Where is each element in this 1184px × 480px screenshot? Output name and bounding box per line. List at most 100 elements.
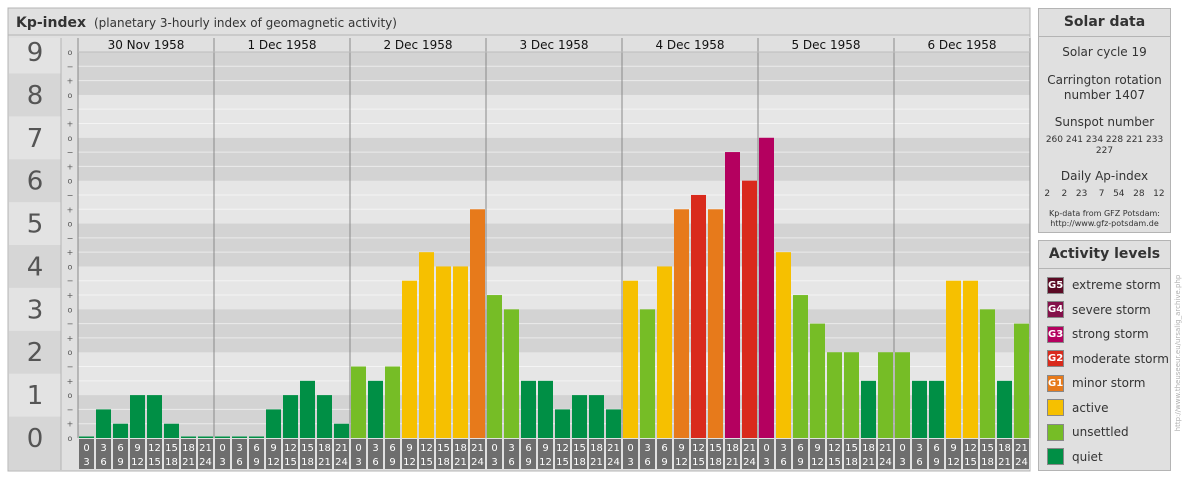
carrington-line-1: Carrington rotation [1047, 73, 1162, 87]
kp-bar [385, 366, 400, 438]
interval-cell [384, 438, 401, 470]
interval-cell [809, 438, 826, 470]
interval-end-label: 15 [964, 457, 977, 468]
interval-start-label: 3 [508, 443, 514, 454]
legend-swatch: G2 [1047, 350, 1064, 368]
day-separators [77, 38, 1031, 438]
interval-start-label: 9 [678, 443, 684, 454]
interval-cell [622, 438, 639, 470]
interval-cell [588, 438, 605, 470]
interval-start-label: 18 [590, 443, 603, 454]
interval-end-label: 12 [675, 457, 688, 468]
interval-start-label: 9 [406, 443, 412, 454]
legend-swatch [1047, 423, 1064, 441]
interval-start-label: 15 [301, 443, 314, 454]
interval-cell [333, 438, 350, 470]
interval-cell [758, 438, 775, 470]
kp-bar [691, 194, 706, 438]
interval-cell [724, 438, 741, 470]
kp-bar [130, 395, 145, 438]
minor-tick-label: − [67, 62, 74, 71]
interval-end-label: 21 [590, 457, 603, 468]
interval-end-label: 9 [933, 457, 939, 468]
interval-start-label: 15 [165, 443, 178, 454]
interval-start-label: 18 [862, 443, 875, 454]
interval-start-label: 3 [100, 443, 106, 454]
kp-bar [402, 280, 417, 438]
kp-bar [470, 209, 485, 438]
kp-bar [997, 380, 1012, 438]
interval-cell [826, 438, 843, 470]
y-band-9 [9, 38, 61, 74]
interval-end-label: 9 [253, 457, 259, 468]
minor-tick-label: − [67, 191, 74, 200]
chart-subtitle: (planetary 3-hourly index of geomagnetic… [94, 16, 397, 30]
interval-start-label: 9 [542, 443, 548, 454]
kp-bar [232, 436, 247, 438]
legend-label: moderate storm [1072, 351, 1169, 366]
kp-bar [1014, 323, 1029, 438]
interval-end-label: 21 [862, 457, 875, 468]
interval-start-label: 21 [335, 443, 348, 454]
interval-cell [673, 438, 690, 470]
minor-tick-label: + [67, 248, 74, 257]
y-band-3 [9, 287, 61, 331]
interval-start-label: 12 [420, 443, 433, 454]
y-band-5 [9, 202, 61, 245]
interval-end-label: 21 [726, 457, 739, 468]
legend-item: unsettled [1039, 420, 1170, 445]
legend-item: quiet [1039, 445, 1170, 470]
interval-start-label: 0 [491, 443, 497, 454]
y-tick-label-4: 4 [27, 252, 44, 282]
interval-end-label: 18 [437, 457, 450, 468]
day-label: 4 Dec 1958 [655, 38, 724, 52]
kp-bar [572, 395, 587, 438]
minor-tick-label: o [68, 177, 73, 186]
activity-levels-panel: Activity levels G5 extreme storm G4 severe … [1038, 240, 1171, 471]
minor-tick-label: − [67, 405, 74, 414]
y-tick-label-8: 8 [27, 81, 44, 111]
solar-cycle: Solar cycle 19 [1062, 45, 1147, 59]
interval-cell [95, 438, 112, 470]
interval-cell [639, 438, 656, 470]
interval-end-label: 9 [525, 457, 531, 468]
y-band-7 [9, 116, 61, 160]
interval-cell [503, 438, 520, 470]
ap-label: Daily Ap-index [1060, 169, 1149, 183]
minor-tick-label: + [67, 119, 74, 128]
minor-tick-label: + [67, 77, 74, 86]
legend-item: G1 minor storm [1039, 371, 1170, 396]
kp-bar [606, 409, 621, 438]
interval-cell [486, 438, 503, 470]
interval-cell [1013, 438, 1030, 470]
day-label: 5 Dec 1958 [791, 38, 860, 52]
interval-start-label: 15 [845, 443, 858, 454]
interval-end-label: 18 [573, 457, 586, 468]
minor-tick-label: o [68, 220, 73, 229]
interval-cell [877, 438, 894, 470]
interval-end-label: 21 [182, 457, 195, 468]
legend-item: G2 moderate storm [1039, 347, 1170, 372]
kp-bar [436, 266, 451, 438]
interval-end-label: 3 [491, 457, 497, 468]
interval-cell [180, 438, 197, 470]
x-axis-intervals: 0336699121215151818212124033669912121515… [78, 438, 1030, 470]
interval-cell [214, 438, 231, 470]
interval-cell [146, 438, 163, 470]
interval-cell [741, 438, 758, 470]
day-label: 6 Dec 1958 [927, 38, 996, 52]
interval-end-label: 15 [828, 457, 841, 468]
minor-tick-label: + [67, 291, 74, 300]
y-band-0 [9, 416, 61, 470]
kp-bar [793, 295, 808, 438]
legend-item: G3 strong storm [1039, 322, 1170, 347]
interval-end-label: 12 [267, 457, 280, 468]
band-6 [78, 137, 1030, 181]
y-tick-label-1: 1 [27, 381, 44, 411]
solar-data-panel: Solar data Solar cycle 19 Carrington rot… [1038, 8, 1171, 233]
legend-item: active [1039, 396, 1170, 421]
legend-label: severe storm [1072, 302, 1151, 317]
minor-tick-label: + [67, 205, 74, 214]
y-tick-label-3: 3 [27, 295, 44, 325]
